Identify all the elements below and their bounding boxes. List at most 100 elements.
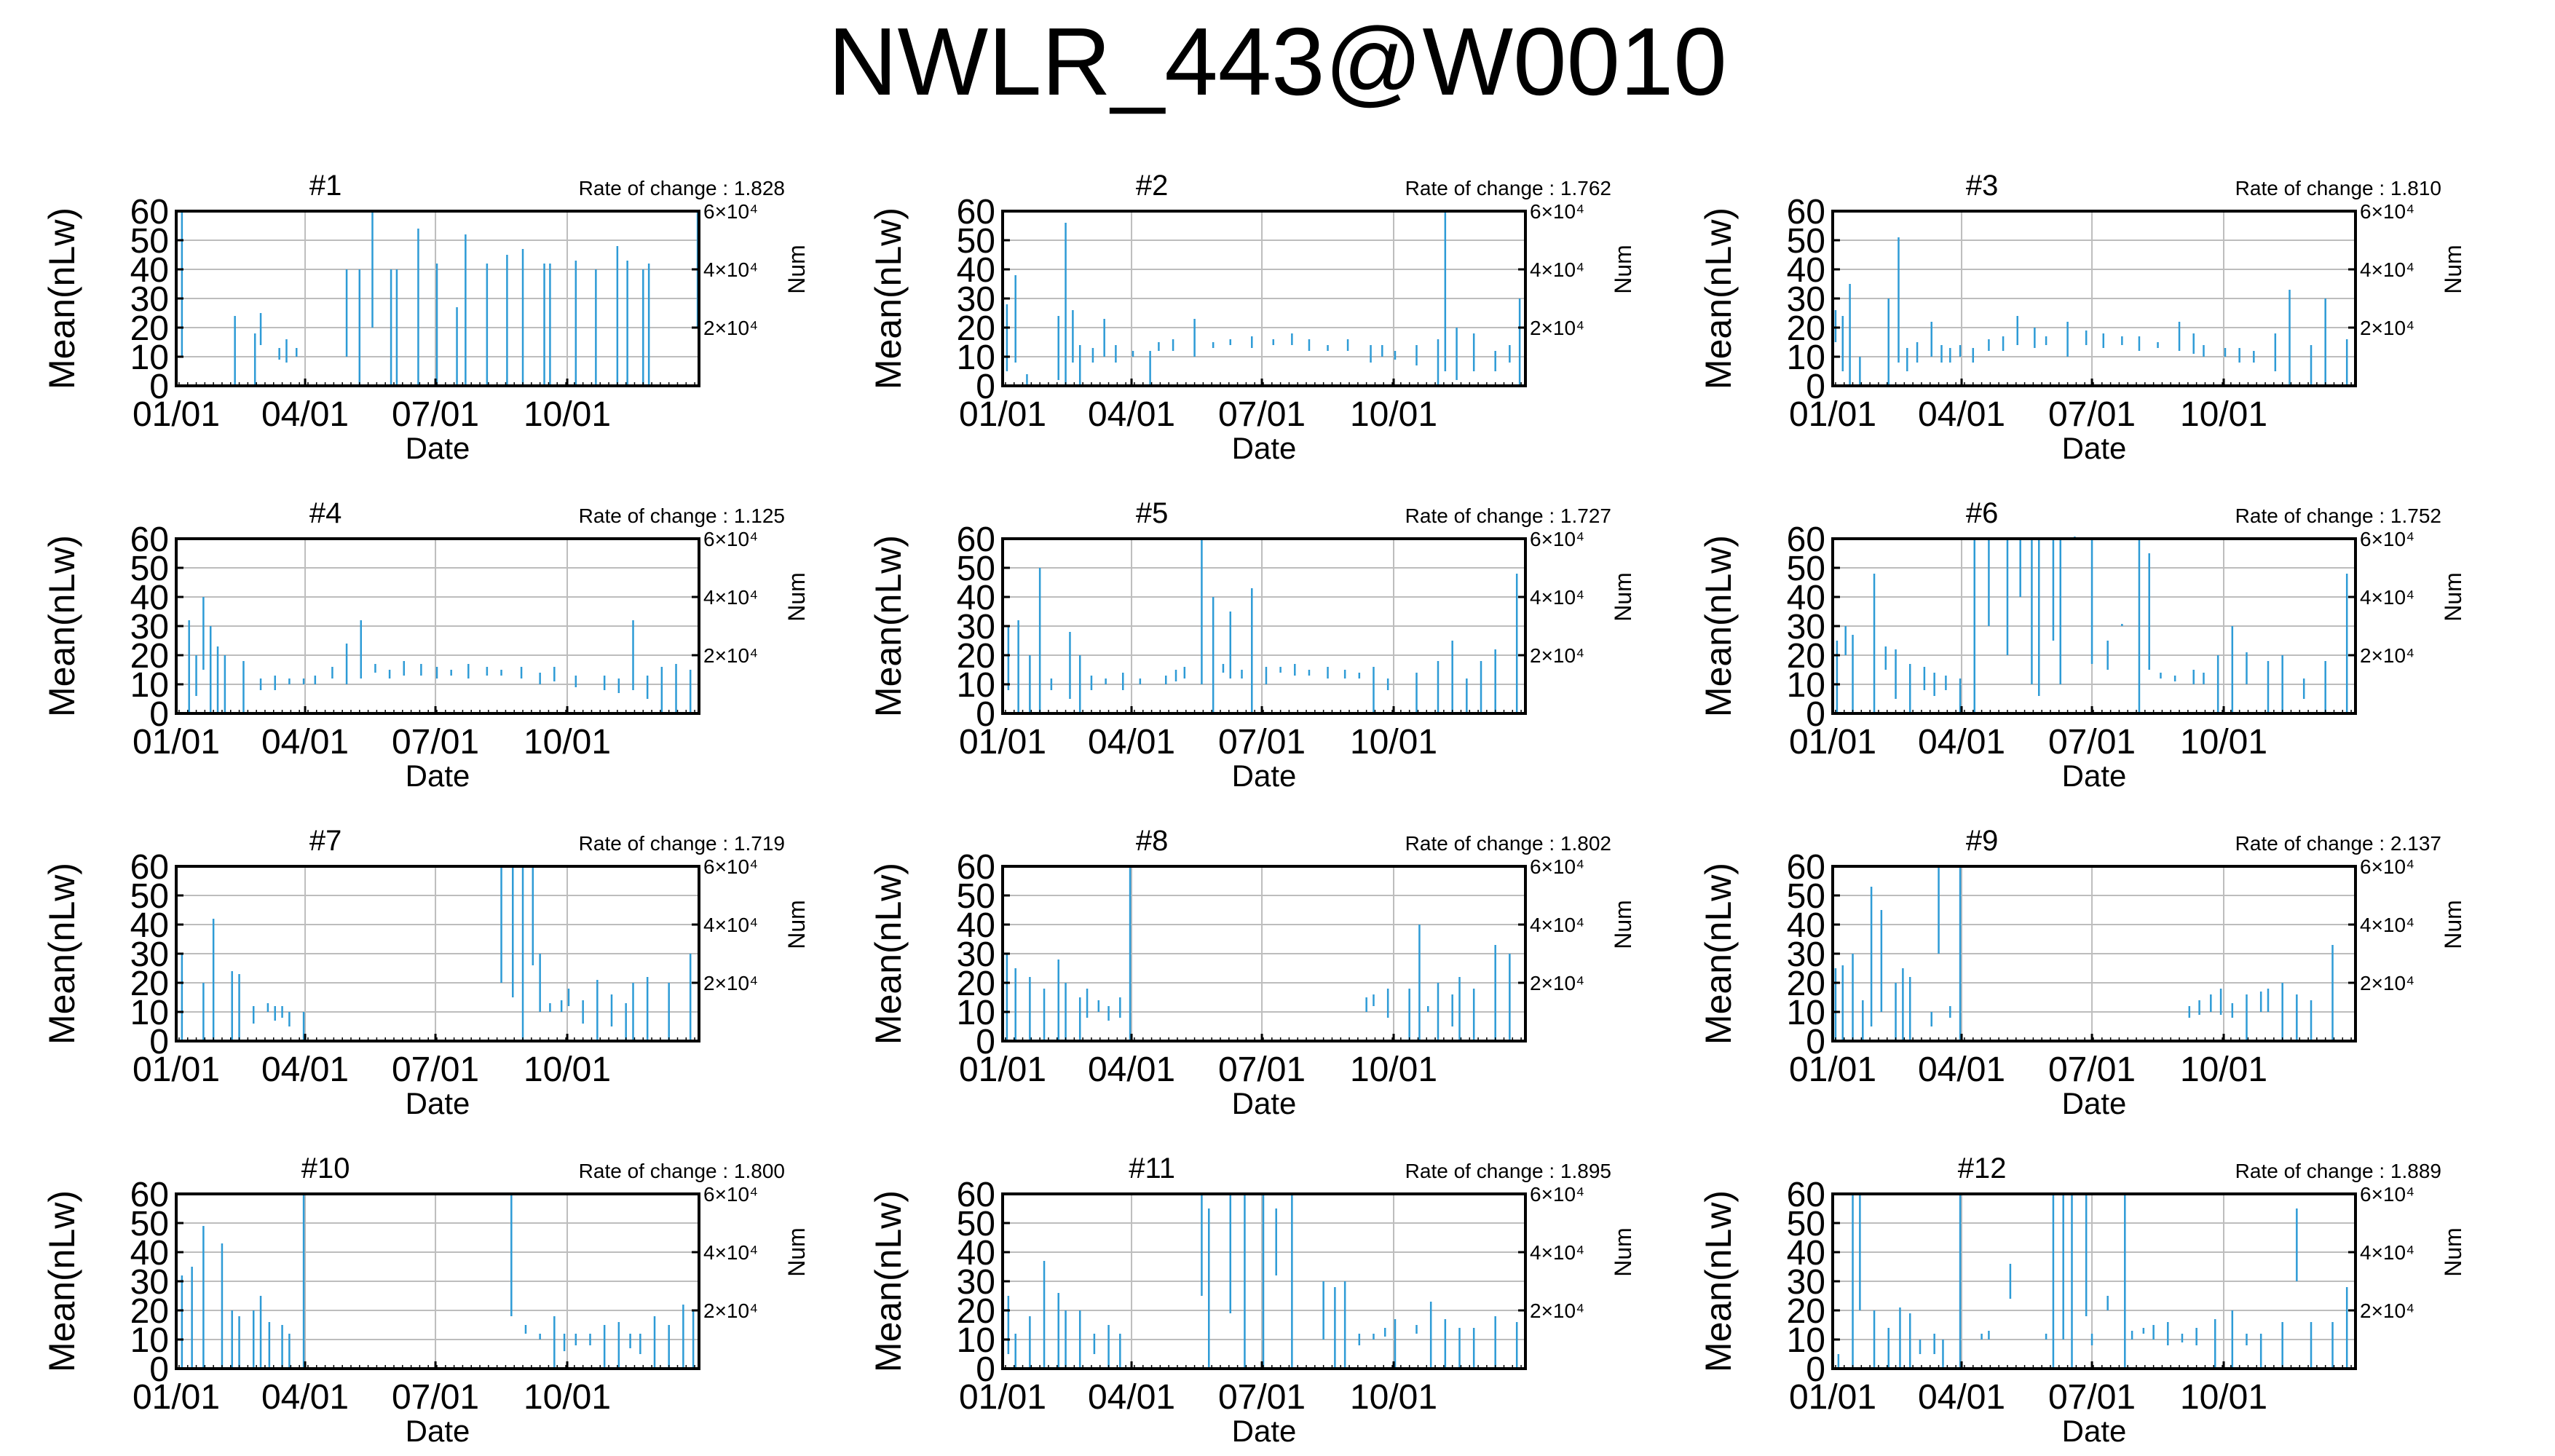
y-tick-label: 20 [130,965,169,1003]
y2-tick-label: 6×10⁴ [1530,855,1584,878]
y-tick-label: 0 [976,368,995,406]
x-tick-label: 01/01 [959,395,1046,434]
panel-title: #4 [309,497,342,529]
x-axis-label: Date [2062,1086,2127,1120]
y-tick-label: 50 [957,1205,995,1243]
x-tick-label: 10/01 [1350,1051,1437,1089]
x-tick-label: 10/01 [1350,395,1437,434]
y2-tick-label: 6×10⁴ [1530,1183,1584,1206]
y-tick-label: 50 [957,222,995,261]
x-tick-label: 10/01 [524,395,611,434]
y-tick-label: 60 [1787,521,1825,559]
y-tick-label: 40 [130,906,169,945]
x-tick-label: 07/01 [1218,1378,1306,1417]
y-tick-label: 30 [1787,1263,1825,1302]
y-tick-label: 0 [149,695,169,734]
y2-tick-label: 2×10⁴ [2360,644,2414,667]
y2-tick-label: 6×10⁴ [703,200,758,223]
x-tick-label: 01/01 [133,1378,220,1417]
rate-of-change-label: Rate of change : 1.752 [2235,505,2441,527]
y2-tick-label: 4×10⁴ [1530,914,1584,936]
x-axis-label: Date [406,1086,470,1120]
y-tick-label: 10 [1787,994,1825,1032]
panel-title: #7 [309,825,342,857]
y-tick-label: 30 [130,280,169,319]
x-tick-label: 10/01 [524,723,611,761]
y-tick-label: 30 [130,1263,169,1302]
y-tick-label: 20 [130,637,169,676]
y-tick-label: 40 [130,251,169,290]
rate-of-change-label: Rate of change : 1.800 [579,1160,785,1182]
y-tick-label: 30 [957,280,995,319]
x-tick-label: 10/01 [2180,723,2267,761]
y2-tick-label: 2×10⁴ [1530,1299,1584,1322]
y-tick-label: 30 [957,608,995,646]
x-tick-label: 01/01 [959,1378,1046,1417]
x-axis-label: Date [1232,1086,1297,1120]
y-tick-label: 30 [1787,935,1825,974]
y-tick-label: 50 [1787,550,1825,588]
y-tick-label: 40 [957,251,995,290]
y-tick-label: 0 [149,1023,169,1061]
y-tick-label: 0 [1806,695,1825,734]
x-tick-label: 07/01 [392,395,479,434]
y-tick-label: 0 [149,368,169,406]
y2-tick-label: 2×10⁴ [2360,972,2414,994]
y-tick-label: 50 [130,222,169,261]
x-tick-label: 04/01 [1088,395,1175,434]
x-tick-label: 07/01 [2048,1051,2136,1089]
x-tick-label: 01/01 [1789,1051,1876,1089]
x-tick-label: 10/01 [1350,723,1437,761]
x-tick-label: 04/01 [261,395,349,434]
panel-title: #3 [1966,170,1999,202]
x-tick-label: 04/01 [261,1378,349,1417]
y2-tick-label: 2×10⁴ [703,317,758,339]
y2-tick-label: 2×10⁴ [1530,972,1584,994]
panel-title: #8 [1136,825,1169,857]
y-axis-label: Mean(nLw) [42,535,82,717]
rate-of-change-label: Rate of change : 1.889 [2235,1160,2441,1182]
y2-axis-label: Num [1610,572,1636,622]
rate-of-change-label: Rate of change : 2.137 [2235,832,2441,855]
x-tick-label: 10/01 [524,1051,611,1089]
y-tick-label: 50 [130,877,169,916]
y-tick-label: 20 [130,1292,169,1331]
y-tick-label: 20 [957,1292,995,1331]
y2-tick-label: 6×10⁴ [703,1183,758,1206]
y2-axis-label: Num [2440,245,2466,294]
y2-tick-label: 4×10⁴ [703,258,758,281]
x-tick-label: 04/01 [1088,1378,1175,1417]
y-tick-label: 60 [957,1176,995,1214]
x-tick-label: 04/01 [1088,1051,1175,1089]
panel-title: #10 [301,1152,350,1184]
x-tick-label: 04/01 [1918,1051,2005,1089]
y-tick-label: 20 [1787,309,1825,348]
x-axis-label: Date [406,759,470,793]
y-axis-label: Mean(nLw) [1698,1190,1739,1372]
y2-tick-label: 4×10⁴ [2360,914,2414,936]
y-axis-label: Mean(nLw) [42,1190,82,1372]
x-tick-label: 01/01 [959,723,1046,761]
y-tick-label: 10 [1787,339,1825,377]
x-axis-label: Date [406,431,470,465]
y2-tick-label: 6×10⁴ [703,855,758,878]
rate-of-change-label: Rate of change : 1.895 [1405,1160,1611,1182]
y-tick-label: 60 [130,848,169,887]
x-axis-label: Date [2062,759,2127,793]
y-tick-label: 20 [957,965,995,1003]
y2-tick-label: 4×10⁴ [703,1241,758,1264]
y-tick-label: 50 [130,1205,169,1243]
y-tick-label: 20 [130,309,169,348]
y-tick-label: 60 [957,848,995,887]
rate-of-change-label: Rate of change : 1.810 [2235,177,2441,199]
y2-tick-label: 2×10⁴ [703,1299,758,1322]
x-tick-label: 01/01 [133,395,220,434]
y2-tick-label: 6×10⁴ [2360,855,2414,878]
y-axis-label: Mean(nLw) [1698,207,1739,389]
y2-tick-label: 4×10⁴ [703,914,758,936]
y-axis-label: Mean(nLw) [1698,535,1739,717]
